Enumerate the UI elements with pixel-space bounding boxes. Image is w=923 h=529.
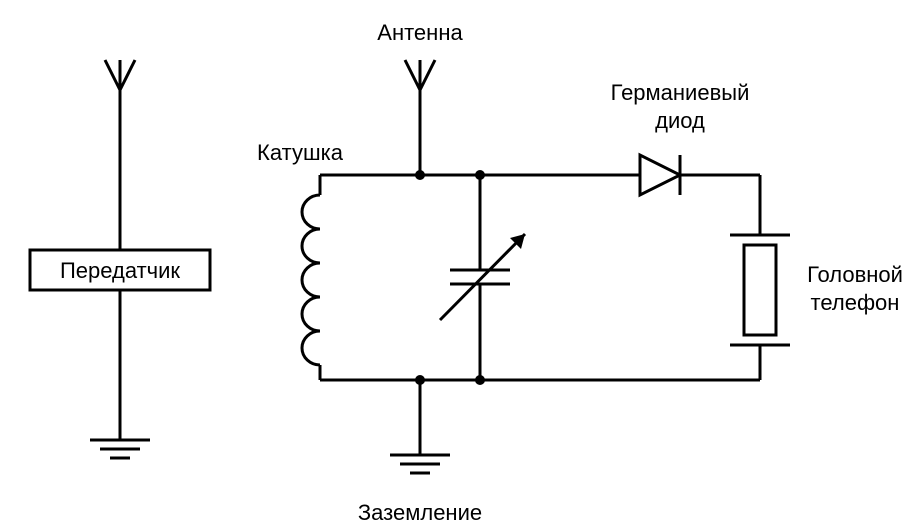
coil-icon — [302, 175, 320, 380]
receiver-antenna-icon — [405, 60, 435, 175]
receiver-ground-icon — [390, 455, 450, 473]
diode-label-2: диод — [655, 108, 705, 133]
earphone-label-1: Головной — [807, 262, 903, 287]
earphone-label-2: телефон — [811, 290, 900, 315]
coil-label: Катушка — [257, 140, 344, 165]
junction-nodes — [415, 170, 485, 385]
transmitter-label: Передатчик — [60, 258, 180, 283]
earphone-icon — [730, 235, 790, 345]
diode-icon — [610, 155, 760, 195]
transmitter-ground-icon — [90, 440, 150, 458]
transmitter-antenna-icon — [105, 60, 135, 250]
circuit-diagram: Передатчик Антенна Катушка — [0, 0, 923, 529]
transmitter-box: Передатчик — [30, 250, 210, 290]
ground-label: Заземление — [358, 500, 482, 525]
variable-capacitor-icon — [440, 175, 525, 380]
diode-label-1: Германиевый — [611, 80, 750, 105]
antenna-label: Антенна — [377, 20, 463, 45]
